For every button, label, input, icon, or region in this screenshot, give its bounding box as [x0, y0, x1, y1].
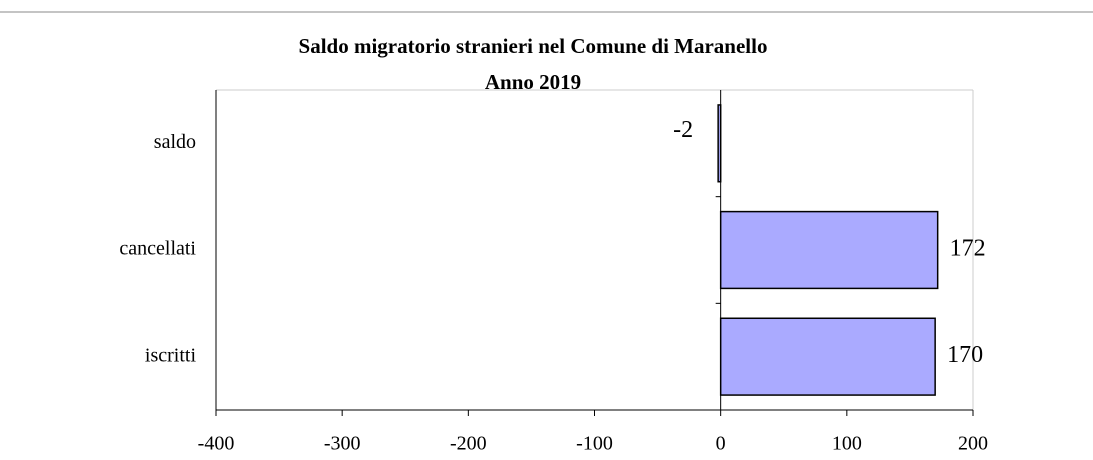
- y-tick-label: cancellati: [119, 238, 196, 260]
- x-tick-label: 0: [716, 433, 726, 455]
- x-tick-label: -100: [576, 433, 613, 455]
- y-tick-label: iscritti: [145, 344, 197, 366]
- value-label: 170: [947, 342, 983, 368]
- x-tick-label: 200: [958, 433, 988, 455]
- value-label: -2: [673, 117, 693, 143]
- bar: [719, 210, 939, 290]
- bar: [717, 104, 722, 183]
- x-tick-label: 100: [832, 433, 862, 455]
- y-tick-label: saldo: [154, 131, 196, 153]
- x-tick-label: -400: [198, 433, 235, 455]
- x-tick-label: -300: [324, 433, 361, 455]
- bar: [719, 317, 936, 396]
- value-label: 172: [950, 236, 986, 262]
- chart-title: Saldo migratorio stranieri nel Comune di…: [299, 34, 768, 58]
- x-tick-label: -200: [450, 433, 487, 455]
